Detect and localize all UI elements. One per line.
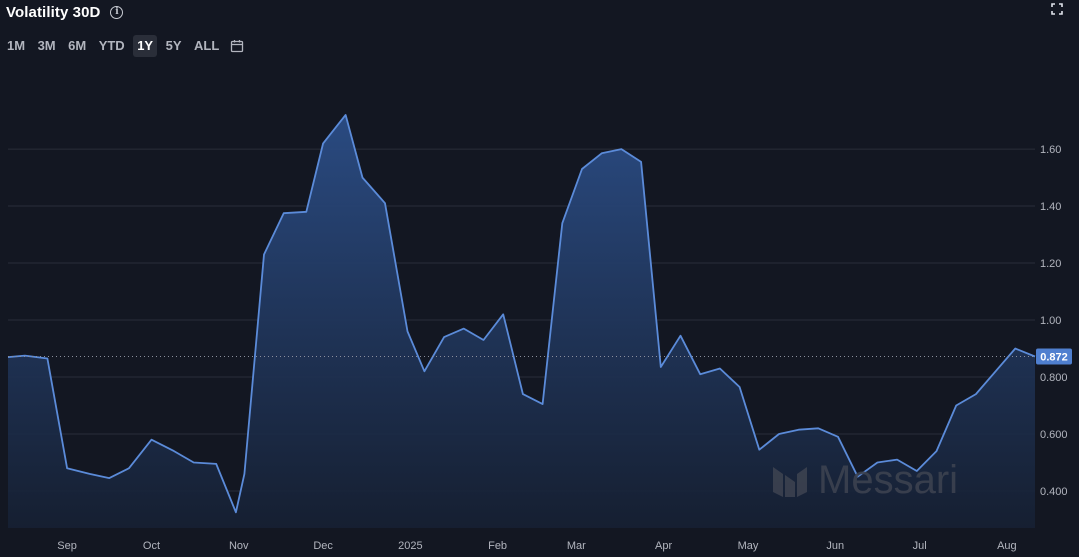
fullscreen-icon[interactable] [1051, 3, 1063, 15]
y-tick-label: 0.600 [1040, 429, 1068, 441]
last-value-label: 0.872 [1040, 351, 1068, 363]
area-path [8, 114, 1035, 529]
x-tick-label: Dec [313, 540, 333, 552]
range-3m-button[interactable]: 3M [37, 38, 56, 53]
x-axis: Sep Oct Nov Dec 2025 Feb Mar Apr May Jun Jul Aug [57, 540, 1016, 552]
y-tick-label: 1.00 [1040, 315, 1061, 327]
x-tick-label: Aug [997, 540, 1017, 552]
series-line [7, 114, 1036, 514]
last-value-marker: 0.872 [8, 348, 1072, 365]
watermark-text: Messari [818, 458, 959, 502]
messari-logo-icon [773, 466, 807, 497]
y-tick-label: 1.40 [1040, 201, 1061, 213]
y-tick-label: 0.400 [1040, 486, 1068, 498]
range-1m-button[interactable]: 1M [7, 38, 26, 53]
watermark: Messari [770, 458, 958, 503]
y-axis: 0.400 0.600 0.800 1.00 1.20 1.40 1.60 [1040, 144, 1068, 498]
x-tick-label: Feb [488, 540, 507, 552]
x-tick-label: Jul [913, 540, 927, 552]
calendar-icon[interactable] [230, 39, 244, 53]
range-all-button[interactable]: ALL [194, 38, 220, 53]
line-path [7, 114, 1036, 514]
x-tick-label: Nov [229, 540, 249, 552]
range-selector: 1M 3M 6M YTD 1Y 5Y ALL [3, 35, 244, 57]
x-tick-label: Sep [57, 540, 77, 552]
chart-title: Volatility 30D [6, 3, 101, 21]
last-value-badge [1036, 348, 1072, 365]
range-5y-button[interactable]: 5Y [165, 38, 182, 53]
x-tick-label: Mar [567, 540, 586, 552]
x-tick-label: Jun [826, 540, 844, 552]
x-tick-label: May [738, 540, 759, 552]
info-icon[interactable]: i [110, 5, 124, 19]
area-fill [8, 114, 1035, 529]
chart-header: Volatility 30D i [6, 2, 124, 22]
x-tick-label: 2025 [398, 540, 422, 552]
range-6m-button[interactable]: 6M [68, 38, 87, 53]
range-1y-button[interactable]: 1Y [133, 35, 158, 57]
range-ytd-button[interactable]: YTD [98, 38, 125, 53]
y-tick-label: 0.800 [1040, 372, 1068, 384]
x-tick-label: Oct [143, 540, 160, 552]
y-tick-label: 1.20 [1040, 258, 1061, 270]
y-tick-label: 1.60 [1040, 144, 1061, 156]
x-tick-label: Apr [655, 540, 672, 552]
